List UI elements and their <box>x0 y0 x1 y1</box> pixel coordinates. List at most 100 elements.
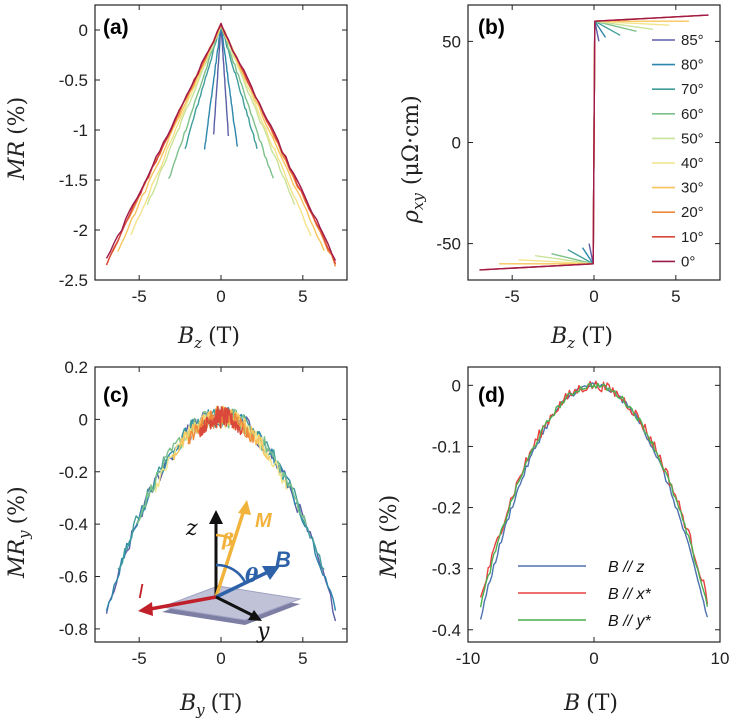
x-tick-label: 0 <box>589 649 598 668</box>
y-tick-label: -0.4 <box>59 515 88 534</box>
legend-label: 85° <box>681 32 704 49</box>
series-line-10deg <box>105 22 337 266</box>
y-tick-label: -50 <box>436 235 461 254</box>
series-line-0 <box>479 382 709 620</box>
y-tick-label: -0.4 <box>432 621 461 640</box>
legend-label: B // z <box>608 559 644 576</box>
panel-a-xlabel: Bz (T) <box>177 324 240 352</box>
x-tick-label: -5 <box>505 287 520 306</box>
series-line-7 <box>199 406 243 438</box>
x-tick-label: 5 <box>298 287 307 306</box>
inset-m-label: M <box>255 510 273 532</box>
legend-label: 20° <box>681 204 704 221</box>
x-tick-label: 5 <box>671 287 680 306</box>
y-tick-label: -1 <box>73 121 88 140</box>
panel-a-frame <box>94 4 348 281</box>
series-line-40deg <box>130 23 312 237</box>
panel-a-label: (a) <box>103 16 129 39</box>
y-tick-label: -0.6 <box>59 568 88 587</box>
panel-d-frame <box>467 366 721 643</box>
y-tick-label: 0 <box>79 410 88 429</box>
theta-arc <box>215 563 247 583</box>
legend-label: B // y* <box>608 613 651 630</box>
m-arrow-head <box>238 500 251 515</box>
series-line-20deg <box>105 25 337 267</box>
panel-c: -5 0 5 0.2 0 -0.2 -0.4 -0.6 -0.8 (c) By (T) MRy(%… <box>5 358 348 719</box>
x-tick-label: 0 <box>216 287 225 306</box>
legend-label: 60° <box>681 106 704 123</box>
y-tick-label: 0 <box>452 134 461 153</box>
series-line-4 <box>154 406 288 493</box>
z-arrow-head <box>209 510 223 524</box>
panel-d-series <box>479 380 709 620</box>
y-tick-label: -0.2 <box>432 499 461 518</box>
inset-schematic: z y B θ M β I <box>138 500 302 644</box>
x-tick-label: -10 <box>456 649 481 668</box>
i-arrow <box>149 595 217 611</box>
beta-arc <box>215 533 232 540</box>
i-arrow-head <box>138 602 153 616</box>
x-tick-label: 0 <box>589 287 598 306</box>
panel-b-ylabel: ρxy(μΩ·cm) <box>399 95 427 224</box>
panel-b-xlabel: Bz (T) <box>550 324 613 352</box>
panel-d: -10 0 10 0 -0.1 -0.2 -0.3 -0.4 B // zB // x*B /… <box>377 366 730 716</box>
panel-b-series <box>479 14 709 271</box>
panel-d-ticks: -10 0 10 0 -0.1 -0.2 -0.3 -0.4 <box>432 367 730 668</box>
legend-label: 70° <box>681 81 704 98</box>
panel-c-xlabel: By (T) <box>179 691 243 719</box>
inset-z-label: z <box>185 516 198 541</box>
panel-b-legend: 85° 80° 70° 60° 50° 40° 30° 20° 10° 0° <box>652 32 704 270</box>
series-line-0deg <box>105 23 337 261</box>
legend-label: 30° <box>681 180 704 197</box>
x-tick-label: 5 <box>298 649 307 668</box>
y-tick-label: -0.3 <box>432 560 461 579</box>
legend-label: 0° <box>681 253 695 270</box>
y-tick-label: 0.2 <box>64 358 88 377</box>
y-tick-label: -1.5 <box>59 171 88 190</box>
y-tick-label: -0.1 <box>432 437 461 456</box>
x-tick-label: 10 <box>711 649 730 668</box>
x-tick-label: -5 <box>132 287 147 306</box>
series-line-2 <box>479 382 709 608</box>
panel-c-label: (c) <box>103 384 129 407</box>
panel-c-ylabel: MRy(%) <box>5 486 33 579</box>
panel-d-xlabel: B (T) <box>563 691 618 716</box>
legend-label: 40° <box>681 155 704 172</box>
y-tick-label: -0.5 <box>59 71 88 90</box>
inset-y-label: y <box>256 619 270 644</box>
y-tick-label: 0 <box>452 376 461 395</box>
y-tick-label: 0 <box>79 21 88 40</box>
series-line-30deg <box>117 22 325 252</box>
legend-label: 80° <box>681 57 704 74</box>
legend-label: 10° <box>681 229 704 246</box>
y-axis-arrow <box>215 595 255 618</box>
b-arrow-head <box>262 566 280 580</box>
y-tick-label: 50 <box>442 32 461 51</box>
panel-d-legend: B // z B // x* B // y* <box>518 559 651 630</box>
panel-b-label: (b) <box>478 16 505 39</box>
y-arrow-head <box>248 610 262 621</box>
panel-a: -5 0 5 0 -0.5 -1 -1.5 -2 -2.5 (a) Bz (T) MR(%) <box>5 4 348 352</box>
inset-beta-label: β <box>221 530 234 551</box>
legend-label: 50° <box>681 130 704 147</box>
inset-i-label: I <box>138 581 144 603</box>
b-arrow <box>215 570 269 599</box>
x-tick-label: 0 <box>216 649 225 668</box>
panel-a-ylabel: MR(%) <box>5 97 30 181</box>
panel-a-series <box>105 22 337 267</box>
x-tick-label: -5 <box>132 649 147 668</box>
y-tick-label: -0.2 <box>59 463 88 482</box>
panel-d-ylabel: MR(%) <box>377 495 402 579</box>
y-tick-label: -2.5 <box>59 271 88 290</box>
panel-c-ticks: -5 0 5 0.2 0 -0.2 -0.4 -0.6 -0.8 <box>59 358 347 668</box>
series-line-0deg <box>479 14 709 271</box>
inset-b-label: B <box>275 547 291 572</box>
m-arrow <box>214 509 246 598</box>
y-tick-label: -0.8 <box>59 620 88 639</box>
panel-d-label: (d) <box>478 384 505 407</box>
panel-a-ticks: -5 0 5 0 -0.5 -1 -1.5 -2 -2.5 <box>59 5 347 306</box>
y-tick-label: -2 <box>73 221 88 240</box>
